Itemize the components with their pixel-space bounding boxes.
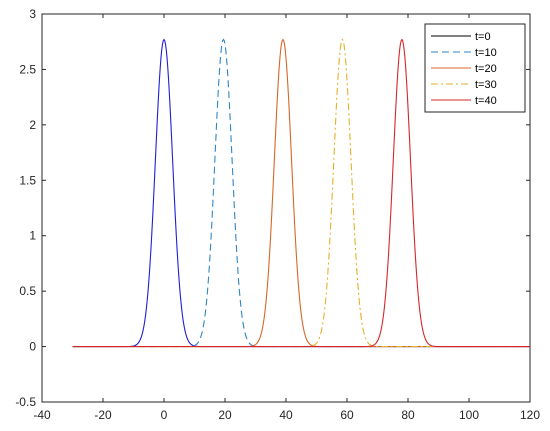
x-tick-label: -40 [33, 408, 51, 422]
x-tick-label: 60 [340, 408, 354, 422]
y-tick-label: 0 [29, 340, 36, 354]
series-group [72, 38, 530, 348]
x-axis-ticks: -40 -20 0 20 40 60 80 100 120 [33, 14, 540, 422]
x-tick-label: 100 [459, 408, 479, 422]
x-tick-label: 0 [161, 408, 168, 422]
y-axis-ticks: -0.5 0 0.5 1 1.5 2 2.5 3 [15, 7, 530, 409]
x-tick-label: -20 [94, 408, 112, 422]
y-tick-label: 1 [29, 229, 36, 243]
legend-entry-label: t=10 [475, 47, 497, 59]
legend-entry-label: t=40 [475, 95, 497, 107]
y-tick-label: 1.5 [19, 173, 36, 187]
x-tick-label: 20 [218, 408, 232, 422]
y-tick-label: -0.5 [15, 395, 36, 409]
series-line-t40 [72, 38, 530, 348]
x-tick-label: 40 [279, 408, 293, 422]
y-tick-label: 2 [29, 118, 36, 132]
y-tick-label: 3 [29, 7, 36, 21]
legend-entry-label: t=20 [475, 63, 497, 75]
y-tick-label: 2.5 [19, 62, 36, 76]
legend: t=0 t=10 t=20 t=30 t=40 [424, 23, 526, 113]
y-tick-label: 0.5 [19, 284, 36, 298]
legend-entry-label: t=30 [475, 79, 497, 91]
x-tick-label: 80 [401, 408, 415, 422]
legend-entry-label: t=0 [475, 31, 491, 43]
x-tick-label: 120 [520, 408, 540, 422]
